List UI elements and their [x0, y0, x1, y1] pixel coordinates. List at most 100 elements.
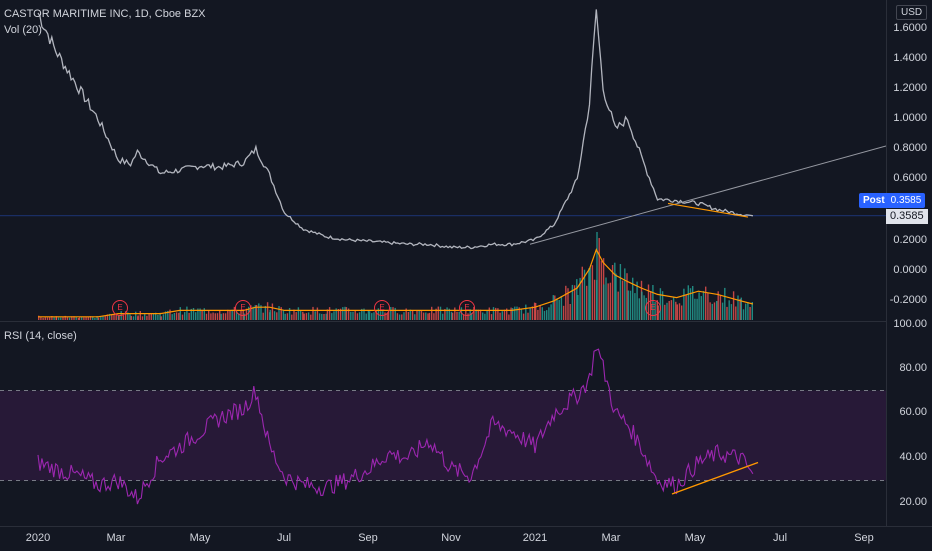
volume-bar	[535, 303, 537, 320]
volume-bar	[456, 311, 458, 320]
volume-bar	[546, 310, 548, 320]
volume-bar	[742, 309, 745, 320]
rsi-chart-svg[interactable]	[0, 322, 886, 526]
volume-bar	[569, 304, 571, 320]
volume-bar	[199, 308, 201, 320]
volume-bar	[409, 309, 412, 320]
earnings-marker[interactable]: E	[459, 300, 475, 316]
volume-bar	[596, 232, 598, 320]
rsi-axis-tick: 40.00	[899, 451, 927, 463]
volume-bar	[305, 313, 308, 320]
volume-bar	[508, 314, 510, 320]
volume-bar	[273, 311, 276, 320]
volume-bar	[78, 317, 81, 320]
rsi-pane[interactable]	[0, 322, 886, 526]
volume-bar	[617, 291, 619, 320]
time-axis[interactable]: 2020 Mar May Jul Sep Nov 2021 Mar May Ju…	[0, 526, 932, 551]
volume-bar	[288, 308, 291, 320]
volume-bar	[280, 307, 282, 320]
volume-bar	[159, 312, 161, 320]
volume-bar	[721, 302, 724, 320]
volume-bar	[150, 313, 152, 320]
earnings-marker[interactable]: E	[112, 300, 128, 316]
pane-divider[interactable]	[0, 321, 932, 322]
volume-bar	[641, 291, 643, 320]
volume-bar	[371, 313, 373, 320]
volume-bar	[751, 302, 753, 320]
volume-bar	[220, 313, 222, 320]
volume-bar	[416, 310, 418, 320]
volume-bar	[745, 303, 747, 320]
volume-bar	[705, 286, 707, 320]
volume-bar	[386, 313, 388, 320]
volume-bar	[188, 312, 190, 320]
volume-bar	[354, 310, 356, 320]
volume-bar	[638, 298, 640, 320]
volume-bar	[611, 265, 614, 320]
volume-bar	[488, 307, 490, 320]
volume-bar	[394, 307, 396, 320]
volume-bar	[243, 313, 245, 320]
volume-bar	[583, 269, 586, 320]
earnings-marker[interactable]: E	[235, 300, 251, 316]
volume-bar	[444, 309, 446, 320]
price-axis-tick: 0.6000	[893, 172, 927, 184]
volume-bar	[702, 291, 705, 320]
earnings-marker[interactable]: E	[645, 300, 661, 316]
volume-bar	[44, 317, 46, 320]
volume-bar	[124, 311, 127, 320]
rsi-band-fill	[0, 390, 886, 481]
volume-bar	[728, 300, 730, 320]
volume-bar	[732, 291, 735, 320]
volume-bar	[122, 315, 125, 320]
volume-bar	[137, 315, 139, 320]
volume-bar	[62, 317, 64, 320]
volume-bar	[323, 314, 325, 320]
volume-bar	[425, 312, 427, 320]
volume-bar	[632, 277, 634, 320]
volume-bar	[162, 314, 165, 320]
volume-bar	[303, 313, 305, 320]
volume-bar	[286, 313, 289, 320]
volume-bar	[486, 310, 488, 320]
volume-bar	[367, 310, 370, 320]
volume-bar	[222, 313, 225, 320]
volume-bar	[252, 306, 254, 320]
price-series-line	[37, 9, 754, 250]
price-pane[interactable]	[0, 0, 886, 322]
price-axis[interactable]: 1.6000 1.4000 1.2000 1.0000 0.8000 0.600…	[886, 0, 932, 526]
earnings-marker[interactable]: E	[374, 300, 390, 316]
volume-bar	[152, 313, 155, 320]
volume-bar	[506, 308, 508, 320]
volume-bar	[740, 297, 742, 320]
volume-bar	[229, 310, 231, 320]
volume-bar	[352, 311, 354, 320]
price-chart-svg[interactable]	[0, 0, 886, 322]
volume-bar	[318, 313, 321, 320]
volume-bar	[333, 311, 335, 320]
volume-bar	[473, 307, 475, 320]
price-axis-tick: 1.4000	[893, 52, 927, 64]
volume-bar	[475, 309, 477, 320]
volume-bar	[71, 316, 73, 320]
price-axis-tick: 100.00	[893, 318, 927, 330]
volume-bar	[208, 311, 210, 320]
currency-selector[interactable]: USD	[896, 5, 928, 20]
price-axis-tick: 0.0000	[893, 264, 927, 276]
volume-bar	[83, 317, 85, 320]
volume-bar	[53, 316, 55, 320]
volume-bar	[747, 302, 749, 320]
volume-bar	[184, 312, 186, 320]
volume-bar	[495, 307, 497, 320]
volume-bar	[588, 268, 590, 320]
volume-bar	[276, 312, 278, 320]
volume-bar	[433, 313, 435, 320]
volume-bar	[437, 306, 439, 320]
volume-bar	[216, 313, 219, 320]
volume-bar	[231, 309, 233, 320]
volume-bar	[214, 313, 216, 320]
volume-bar	[418, 310, 420, 320]
volume-bar	[711, 303, 713, 320]
post-label: Post	[863, 195, 885, 206]
volume-bar	[316, 307, 319, 320]
